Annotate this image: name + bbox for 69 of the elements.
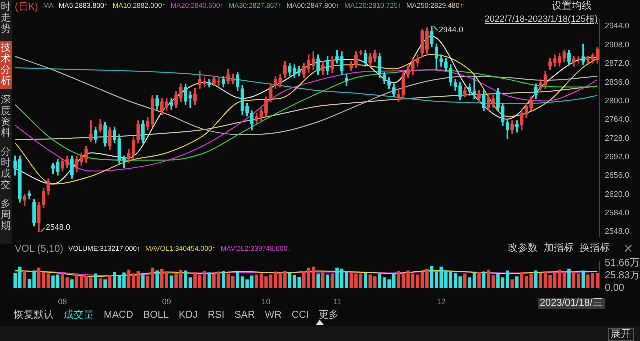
y-tick-label: 2908.0 xyxy=(605,40,630,50)
bar xyxy=(222,271,226,288)
text: RSI xyxy=(208,310,225,321)
y-tick-label: 2728.0 xyxy=(605,134,630,143)
text: MACD xyxy=(104,310,134,321)
text: 更多 xyxy=(319,310,340,321)
x-tick-label: 12 xyxy=(436,297,446,306)
x-tick-label: 09 xyxy=(162,297,172,306)
text: 深度资料 xyxy=(0,94,12,141)
line-series xyxy=(14,68,598,104)
text: 改参数 xyxy=(508,243,538,254)
line-series xyxy=(14,86,598,140)
bar xyxy=(236,272,240,288)
text: 恢复默认 xyxy=(14,310,54,321)
bar xyxy=(23,270,26,288)
text: 加指标 xyxy=(544,243,574,254)
x-tick-label: 11 xyxy=(333,297,342,306)
line-series xyxy=(14,56,598,136)
text: 时走势 xyxy=(0,0,12,37)
bar xyxy=(373,276,377,288)
y-tick-label: 2584.0 xyxy=(605,208,630,218)
y-tick-label: 2836.0 xyxy=(605,78,630,87)
y-tick-label: 2944.0 xyxy=(605,22,630,31)
y-tick-label: 2692.0 xyxy=(605,152,630,162)
bar xyxy=(568,268,571,288)
y-tick-label: 0.00 xyxy=(605,283,625,294)
text: SAR xyxy=(234,310,256,321)
bar xyxy=(316,274,320,288)
x-tick-label: 10 xyxy=(262,297,272,306)
text: 多周期 xyxy=(0,198,12,234)
y-tick-label: 2548.0 xyxy=(605,227,630,236)
candlestick xyxy=(359,50,363,56)
bar xyxy=(94,274,98,288)
x-tick-label: 08 xyxy=(58,297,68,306)
candlestick xyxy=(582,44,586,66)
bar xyxy=(70,280,74,288)
text: 展开 xyxy=(608,328,634,341)
annotation: 2548.0 xyxy=(46,223,72,232)
y-tick-label: 2764.0 xyxy=(605,115,630,124)
y-tick-label: 25.83万 xyxy=(605,270,640,282)
text: 分时成交 xyxy=(0,146,12,193)
y-tick-label: 2620.0 xyxy=(605,190,630,199)
y-tick-label: 2872.0 xyxy=(605,59,630,68)
y-tick-label: 2656.0 xyxy=(605,171,630,180)
bar xyxy=(150,268,154,288)
bar xyxy=(326,274,330,288)
text: 2023/01/18/三 xyxy=(538,298,605,309)
text: 设置均线 xyxy=(552,1,592,12)
text: KDJ xyxy=(179,310,198,321)
bar xyxy=(516,276,519,288)
text: 成交量 xyxy=(64,310,94,321)
chart-title: (日K) xyxy=(15,0,38,14)
bar xyxy=(364,273,368,288)
bar xyxy=(330,274,334,288)
bar xyxy=(463,274,467,288)
text: WR xyxy=(265,310,282,321)
y-tick-label: 2800.0 xyxy=(605,96,630,106)
chart-title: VOL (5,10) xyxy=(15,244,64,255)
chart-subtitle: 2022/7/18-2023/1/18(125根) xyxy=(484,13,598,26)
text: 换指标 xyxy=(580,243,610,254)
bar xyxy=(478,272,481,288)
bar xyxy=(156,270,160,288)
bar xyxy=(104,280,107,288)
y-tick-label: 51.66万 xyxy=(605,258,640,269)
text: 技术分析 xyxy=(0,41,12,89)
annotation: 2944.0 xyxy=(438,26,464,35)
text: CCI xyxy=(292,310,310,321)
text: BOLL xyxy=(143,310,170,321)
bar xyxy=(142,274,145,288)
